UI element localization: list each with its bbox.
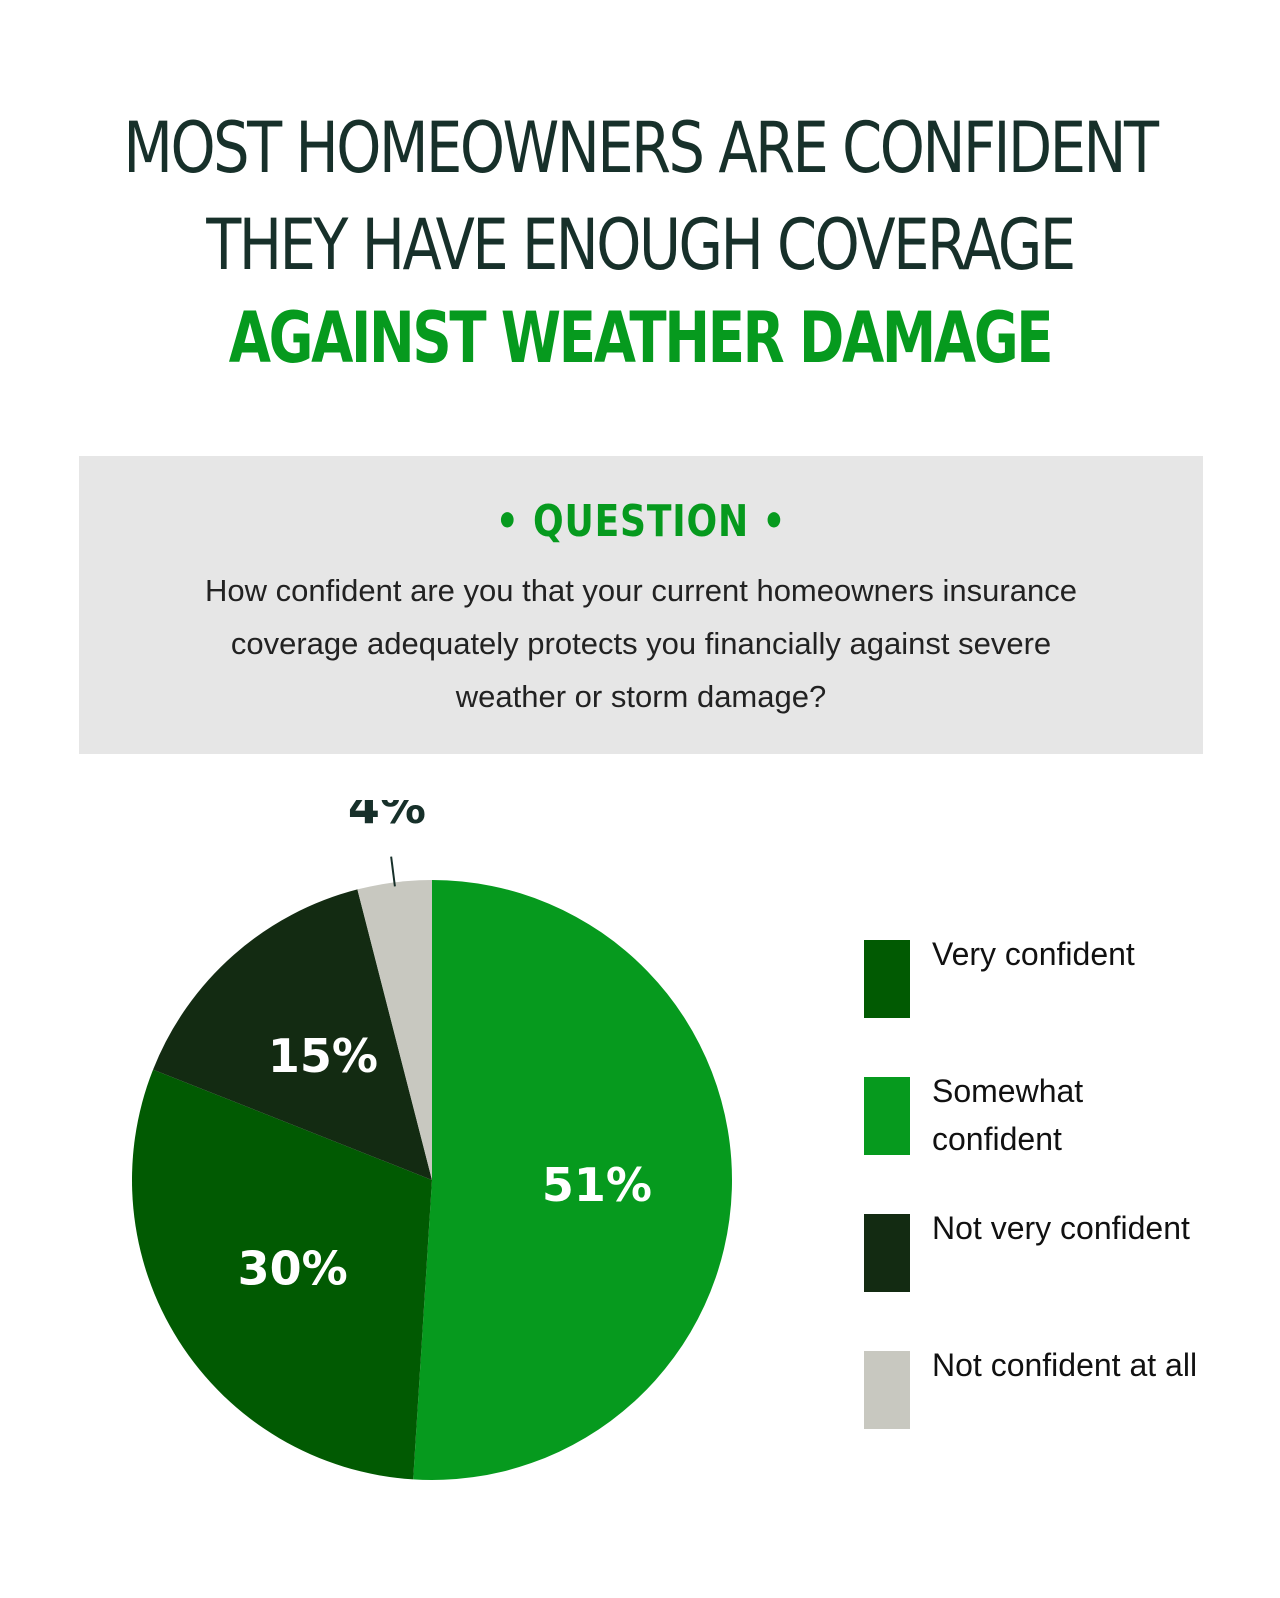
legend-label: Somewhat confident [932,1073,1084,1157]
title-line-3-highlight: AGAINST WEATHER DAMAGE [228,297,1054,379]
legend-item: Not very confident [864,1204,1204,1292]
slice-label-not-very-confident: 15% [268,1029,378,1083]
slice-label-somewhat-confident: 51% [542,1158,652,1212]
legend-item: Somewhat confident [864,1067,1204,1157]
pie-chart: 51% 30% 15% 4% [132,800,732,1480]
legend-swatch [864,1214,910,1292]
question-label: • QUESTION • [495,496,787,547]
legend-item: Not confident at all [864,1341,1204,1429]
title-line-2: THEY HAVE ENOUGH COVERAGE [206,204,1076,286]
legend-swatch [864,1351,910,1429]
title-line-1: MOST HOMEOWNERS ARE CONFIDENT [123,107,1159,189]
question-box: • QUESTION • How confident are you that … [79,456,1203,754]
legend-swatch [864,940,910,1018]
slice-label-very-confident: 30% [238,1241,348,1295]
slice-leader-line [390,856,396,887]
legend-label: Not very confident [932,1210,1190,1246]
legend-label: Very confident [932,936,1135,972]
slice-label-not-confident-at-all: 4% [348,800,426,834]
question-text: How confident are you that your current … [205,573,1077,714]
pie-slice-somewhat-confident [413,880,732,1480]
pie-slice-not-confident-at-all [357,880,432,1180]
pie-slice-not-very-confident [153,889,432,1180]
legend-swatch [864,1077,910,1155]
pie-slice-very-confident [132,1069,433,1480]
legend-label: Not confident at all [932,1347,1198,1383]
legend-item: Very confident [864,930,1204,1018]
